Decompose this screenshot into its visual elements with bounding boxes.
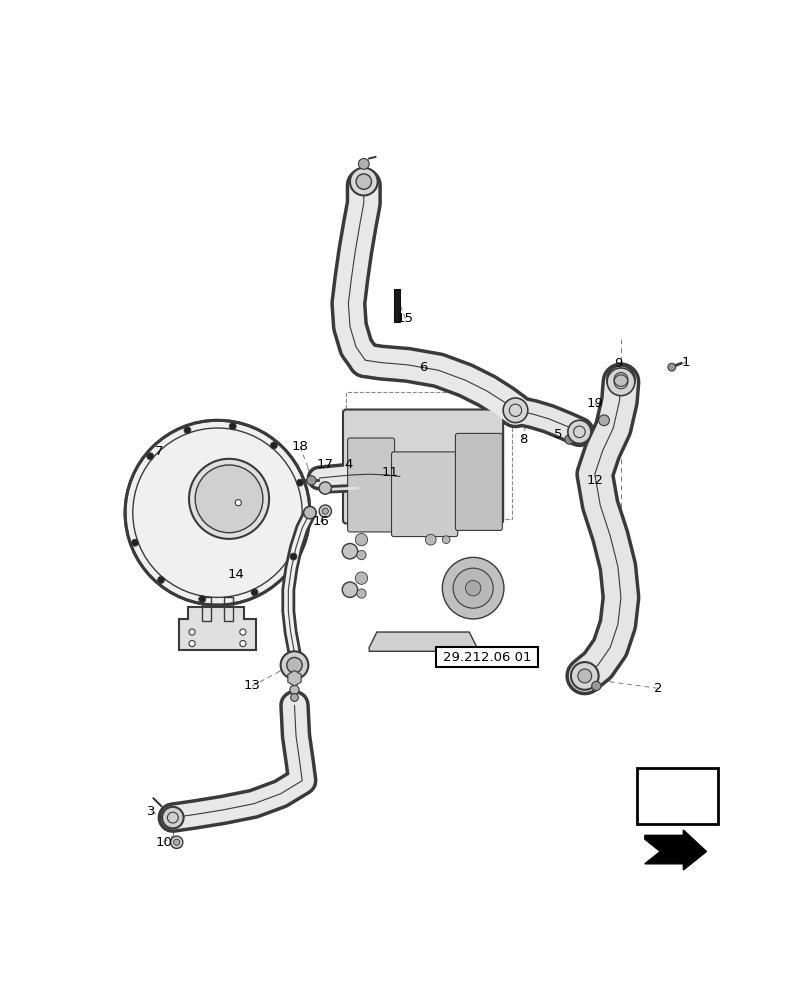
Text: 3: 3 [147,805,156,818]
Circle shape [322,508,328,514]
Circle shape [270,442,277,449]
Polygon shape [178,607,255,650]
Text: 7: 7 [155,445,163,458]
Circle shape [189,459,268,539]
Circle shape [174,839,179,845]
Circle shape [567,420,590,443]
Circle shape [607,366,634,393]
Circle shape [239,629,246,635]
Text: 17: 17 [316,458,333,471]
Circle shape [303,507,315,519]
Circle shape [577,669,591,683]
Circle shape [307,476,315,485]
Circle shape [157,576,165,583]
Text: 15: 15 [397,312,414,325]
Circle shape [355,533,367,546]
Polygon shape [369,632,476,651]
Circle shape [195,465,263,533]
Circle shape [189,641,195,647]
Text: 10: 10 [155,836,172,849]
Circle shape [199,596,205,603]
Text: 11: 11 [381,466,398,479]
Text: 9: 9 [613,357,621,370]
Polygon shape [644,830,706,870]
Circle shape [184,427,191,434]
Circle shape [598,415,609,426]
Text: 19: 19 [586,397,603,410]
Circle shape [358,158,369,169]
Text: 12: 12 [586,474,603,487]
Circle shape [341,544,357,559]
FancyBboxPatch shape [391,452,457,537]
Circle shape [425,534,436,545]
Circle shape [355,572,367,584]
Circle shape [125,420,310,605]
Circle shape [235,500,241,506]
Text: 4: 4 [344,458,352,471]
Text: 14: 14 [227,568,244,581]
Text: 5: 5 [553,428,561,441]
Text: 29.212.06 01: 29.212.06 01 [442,651,530,664]
Circle shape [591,681,600,691]
Circle shape [286,657,302,673]
Circle shape [251,589,258,596]
Bar [202,597,211,620]
Circle shape [296,479,303,486]
Circle shape [453,568,492,608]
Text: 16: 16 [312,515,328,528]
Circle shape [147,453,153,460]
Text: 18: 18 [291,440,308,453]
FancyBboxPatch shape [455,433,502,530]
Circle shape [290,694,298,701]
Text: 2: 2 [653,682,661,695]
Circle shape [341,582,357,597]
Bar [436,647,537,667]
Circle shape [442,536,449,544]
Circle shape [607,368,634,396]
Circle shape [290,685,298,694]
Circle shape [290,553,297,560]
Circle shape [442,557,504,619]
Bar [637,768,717,824]
FancyBboxPatch shape [342,410,503,523]
Circle shape [667,363,675,371]
Circle shape [319,482,331,494]
Circle shape [131,539,139,546]
Bar [393,289,400,322]
Bar [223,597,233,620]
Circle shape [162,807,183,828]
Circle shape [503,398,527,423]
Polygon shape [287,671,301,686]
FancyBboxPatch shape [347,438,394,532]
Circle shape [356,589,366,598]
Text: 6: 6 [418,361,427,374]
Circle shape [570,662,598,690]
Circle shape [319,505,331,517]
Bar [345,392,511,519]
Text: 13: 13 [243,679,260,692]
Circle shape [229,423,236,430]
Circle shape [170,836,182,848]
Circle shape [189,629,195,635]
Circle shape [356,550,366,560]
Text: 1: 1 [680,356,689,369]
Text: 8: 8 [518,433,526,446]
Circle shape [356,174,371,189]
Circle shape [564,435,573,444]
Circle shape [350,168,377,195]
Circle shape [465,580,480,596]
Circle shape [613,373,627,386]
Circle shape [281,651,308,679]
Circle shape [239,641,246,647]
